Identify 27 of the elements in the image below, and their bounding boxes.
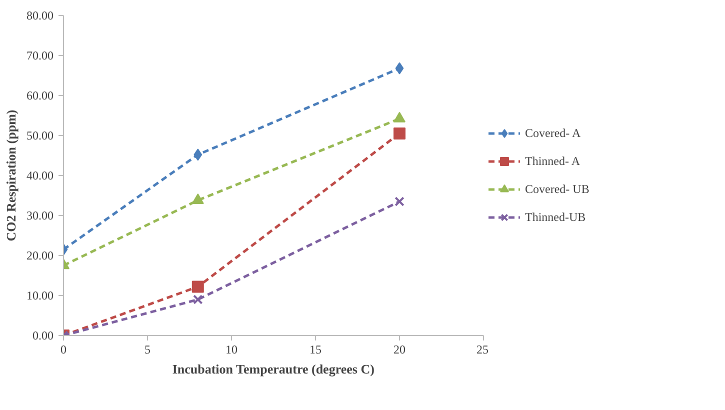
point — [193, 294, 203, 304]
x-tick-label: 5 — [144, 342, 150, 356]
point — [192, 280, 204, 293]
x-tick-label: 15 — [310, 342, 322, 356]
legend-label: Covered- UB — [525, 182, 590, 196]
legend-label: Thinned- A — [525, 154, 580, 168]
x-tick-label: 20 — [394, 342, 406, 356]
y-tick-label: 70.00 — [26, 48, 54, 62]
y-tick-label: 20.00 — [26, 248, 54, 262]
x-tick-label: 10 — [226, 342, 238, 356]
x-axis-title: Incubation Temperautre (degrees C) — [172, 362, 374, 376]
legend-label: Covered- A — [525, 126, 581, 140]
y-tick-label: 30.00 — [26, 208, 54, 222]
y-tick-label: 40.00 — [26, 168, 54, 182]
x-tick-label: 0 — [60, 342, 66, 356]
point — [394, 128, 406, 140]
point — [394, 196, 404, 206]
point — [395, 62, 404, 74]
y-tick-label: 0.00 — [32, 328, 54, 342]
y-tick-label: 50.00 — [26, 128, 54, 142]
y-tick-label: 10.00 — [26, 288, 54, 302]
point — [194, 148, 202, 161]
x-tick-label: 25 — [476, 342, 488, 356]
y-tick-label: 80.00 — [26, 8, 54, 22]
y-tick-label: 60.00 — [26, 88, 54, 102]
y-axis-title: CO2 Respiration (ppm) — [4, 110, 18, 242]
legend-label: Thinned-UB — [525, 210, 586, 224]
